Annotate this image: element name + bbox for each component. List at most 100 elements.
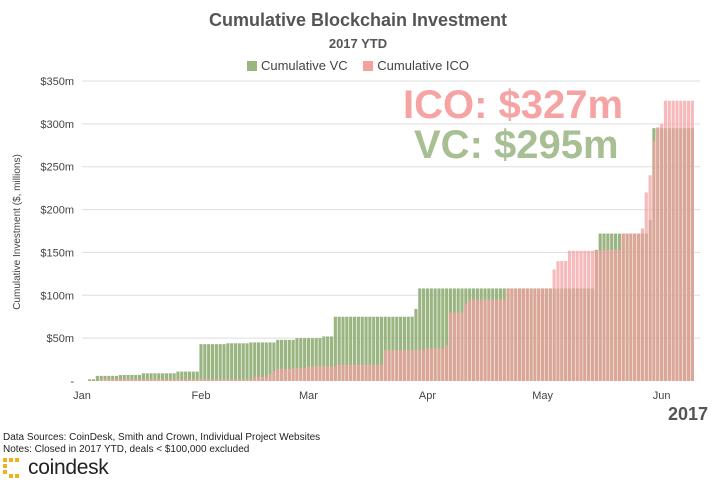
ico-bar <box>299 368 303 381</box>
ico-bar <box>222 379 226 381</box>
y-tick-label: $300m <box>40 119 74 131</box>
ico-bar <box>544 288 549 381</box>
ico-bar <box>606 249 610 381</box>
vc-bar <box>372 316 376 381</box>
ico-bar <box>237 379 241 381</box>
vc-bar <box>199 344 203 381</box>
ico-bar <box>383 350 387 381</box>
gridlines <box>82 80 700 339</box>
ico-total-callout: ICO: $327m <box>403 83 624 127</box>
ico-bar <box>364 364 368 381</box>
ico-bar <box>218 379 222 381</box>
ico-bar <box>441 348 445 381</box>
ico-bar <box>583 250 587 381</box>
vc-bar <box>226 343 230 381</box>
ico-bar <box>164 379 169 381</box>
ico-bar <box>525 288 529 381</box>
vc-bar <box>207 344 211 381</box>
ico-bar <box>245 379 249 381</box>
ico-bar <box>233 379 238 381</box>
legend-label-vc: Cumulative VC <box>260 58 348 73</box>
x-tick-label: Apr <box>419 390 436 402</box>
ico-bar <box>567 250 572 381</box>
vc-bar <box>233 343 238 381</box>
ico-bar <box>479 299 483 381</box>
ico-bar <box>260 376 264 381</box>
ico-bar <box>114 379 119 381</box>
ico-bar <box>372 364 376 381</box>
ico-bar <box>571 250 575 381</box>
vc-bar <box>433 288 437 381</box>
ico-bar <box>356 364 360 381</box>
y-tick-label: $50m <box>46 333 74 345</box>
ico-bar <box>168 379 172 381</box>
ico-bar <box>452 312 456 381</box>
ico-bar <box>556 261 560 381</box>
x-tick-label: May <box>532 390 553 402</box>
ico-bar <box>379 364 383 381</box>
legend-swatch-vc <box>246 61 257 71</box>
ico-bar <box>437 348 441 381</box>
vc-bar <box>329 336 334 381</box>
ico-bar <box>529 288 533 381</box>
coindesk-logo: coindesk <box>2 456 109 480</box>
ico-bar <box>199 379 203 381</box>
vc-bar <box>402 316 407 381</box>
ico-bar <box>506 288 510 381</box>
legend-item-vc: Cumulative VC <box>246 58 348 73</box>
ico-bar <box>464 303 468 381</box>
vc-bar <box>230 343 234 381</box>
vc-bar <box>180 371 184 381</box>
ico-bar <box>310 366 314 381</box>
y-tick-labels: $350m $300m $250m $200m $150m $100m $50m - <box>40 76 74 388</box>
vc-bar <box>138 375 142 381</box>
ico-bar <box>395 350 399 381</box>
ico-bar <box>226 379 230 381</box>
ico-bar <box>518 288 522 381</box>
ico-bar <box>644 192 648 381</box>
ico-bar <box>230 379 234 381</box>
vc-bar <box>245 343 249 381</box>
ico-bar <box>268 374 272 381</box>
vc-bar <box>157 373 161 381</box>
year-label: 2017 <box>668 404 709 424</box>
vc-bar <box>379 316 383 381</box>
vc-bar <box>429 288 433 381</box>
ico-bar <box>191 379 195 381</box>
coindesk-mark-icon <box>3 458 19 478</box>
ico-bar <box>360 364 364 381</box>
ico-bar <box>149 379 153 381</box>
ico-bar <box>575 250 579 381</box>
ico-bar <box>368 364 372 381</box>
vc-bar <box>391 316 395 381</box>
vc-bar <box>164 373 169 381</box>
vc-bar <box>122 375 126 381</box>
vc-bar <box>276 339 280 381</box>
ico-bar <box>471 299 476 381</box>
vc-bar <box>88 379 92 381</box>
y-tick-label: $350m <box>40 76 74 88</box>
y-tick-label: $200m <box>40 205 74 217</box>
ico-bar <box>475 299 479 381</box>
ico-bar <box>494 299 499 381</box>
ico-bar <box>414 350 418 381</box>
vc-bar <box>406 316 410 381</box>
vc-bar <box>118 375 122 381</box>
ico-bar <box>291 368 295 381</box>
ico-bar <box>264 376 268 381</box>
ico-bar <box>675 100 679 382</box>
vc-bar <box>264 342 268 381</box>
vc-bar <box>257 342 261 381</box>
footer-notes: Data Sources: CoinDesk, Smith and Crown,… <box>3 432 320 456</box>
ico-bar <box>103 379 107 381</box>
ico-bar <box>333 366 337 381</box>
vc-bar <box>218 344 222 381</box>
chart-title: Cumulative Blockchain Investment <box>208 10 508 30</box>
vc-bar <box>237 343 241 381</box>
y-axis-label: Cumulative Investment ($, millions) <box>12 154 23 310</box>
ico-bar <box>326 366 330 381</box>
ico-bar <box>410 350 414 381</box>
ico-bar <box>306 366 311 381</box>
vc-bar <box>410 316 414 381</box>
ico-bar <box>402 350 407 381</box>
